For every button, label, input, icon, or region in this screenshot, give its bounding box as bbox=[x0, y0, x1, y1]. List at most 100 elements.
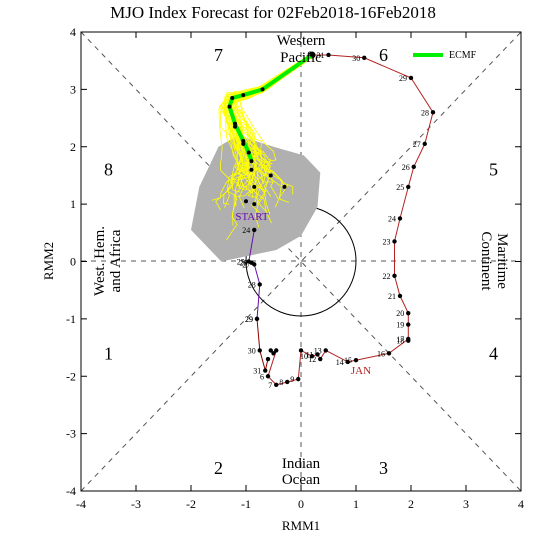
ensemble-mean-point bbox=[246, 150, 251, 155]
x-tick-label: 2 bbox=[408, 497, 414, 511]
start-label: START bbox=[235, 211, 269, 223]
observed-jan-day-label: 28 bbox=[421, 108, 429, 117]
forecast-point bbox=[252, 184, 257, 189]
observed-dec-day-label: 29 bbox=[245, 315, 253, 324]
observed-jan-point bbox=[318, 356, 323, 362]
observed-jan-day-label: 30 bbox=[352, 54, 360, 63]
y-tick-label: -4 bbox=[66, 484, 76, 498]
x-tick-label: 0 bbox=[298, 497, 304, 511]
observed-jan-day-label: 10 bbox=[300, 352, 308, 361]
ensemble-mean-point bbox=[230, 95, 235, 100]
observed-dec-day-label: 30 bbox=[248, 346, 256, 355]
forecast-point bbox=[268, 173, 273, 178]
phase-number: 1 bbox=[104, 343, 113, 363]
y-tick-label: 4 bbox=[70, 25, 76, 39]
observed-jan-point bbox=[323, 348, 328, 353]
ensemble-mean-point bbox=[241, 93, 246, 98]
observed-jan-point bbox=[315, 352, 320, 357]
y-tick-label: 1 bbox=[70, 197, 76, 211]
observed-jan-day-label: 6 bbox=[260, 372, 264, 381]
observed-jan-point bbox=[408, 75, 414, 81]
observed-jan-point bbox=[326, 52, 331, 58]
observed-jan-day-label: 21 bbox=[388, 292, 396, 301]
observed-jan-day-label: 8 bbox=[279, 378, 283, 387]
observed-jan-point bbox=[411, 164, 416, 170]
region-left-line1: West. Hem. bbox=[92, 226, 108, 296]
phase-number: 6 bbox=[379, 45, 388, 65]
observed-feb-day-label: 26 bbox=[240, 259, 248, 268]
observed-jan-point bbox=[265, 374, 271, 379]
observed-jan-point bbox=[274, 348, 279, 353]
chart-title: MJO Index Forecast for 02Feb2018-16Feb20… bbox=[110, 3, 436, 22]
observed-dec-day-label: 31 bbox=[253, 367, 261, 376]
observed-jan-point bbox=[392, 273, 397, 279]
observed-jan-day-label: 23 bbox=[383, 237, 391, 246]
observed-jan-point bbox=[397, 216, 403, 221]
region-right-line1: Maritime bbox=[494, 233, 510, 289]
y-tick-label: -1 bbox=[66, 312, 76, 326]
observed-jan-point bbox=[397, 293, 403, 299]
x-tick-label: -3 bbox=[131, 497, 141, 511]
plot-border bbox=[80, 31, 522, 492]
region-top-line2: Pacific bbox=[280, 50, 322, 66]
observed-jan-day-label: 29 bbox=[399, 74, 407, 83]
region-labels: Western Pacific Indian Ocean West. Hem. … bbox=[92, 33, 510, 488]
ensemble-mean-point bbox=[241, 139, 246, 144]
observed-jan-day-label: 31 bbox=[317, 51, 325, 60]
y-tick-label: 0 bbox=[70, 255, 76, 269]
forecast-point bbox=[241, 141, 246, 146]
observed-jan-point bbox=[386, 351, 392, 356]
observed-jan-point bbox=[406, 338, 411, 343]
observed-jan-point bbox=[271, 351, 276, 356]
observed-jan-point bbox=[422, 141, 427, 147]
observed-feb-point bbox=[254, 316, 260, 322]
observed-jan-day-label: 26 bbox=[402, 163, 410, 172]
observed-jan-day-label: 27 bbox=[413, 140, 421, 149]
forecast-point bbox=[252, 202, 257, 207]
y-tick-label: -2 bbox=[66, 369, 76, 383]
observed-jan-point bbox=[298, 348, 304, 353]
month-label: JAN bbox=[351, 365, 371, 377]
ensemble-mean-point bbox=[260, 87, 265, 92]
phase-number: 8 bbox=[104, 160, 113, 180]
observed-jan-point bbox=[430, 110, 436, 115]
observed-jan-day-label: 15 bbox=[344, 356, 352, 365]
phase-number: 7 bbox=[214, 45, 223, 65]
region-top-line1: Western bbox=[277, 33, 326, 49]
observed-jan-day-label: 9 bbox=[290, 375, 294, 384]
observed-jan-day-label: 13 bbox=[314, 346, 322, 355]
observed-jan-day-label: 11 bbox=[306, 350, 314, 359]
y-axis-label: RMM2 bbox=[41, 242, 56, 280]
ensemble-mean-point bbox=[249, 159, 254, 164]
ensemble-member-line bbox=[231, 53, 314, 224]
x-tick-label: -4 bbox=[76, 497, 86, 511]
observed-dec-point bbox=[263, 368, 268, 373]
x-tick-label: 1 bbox=[353, 497, 359, 511]
observed-jan-point bbox=[406, 310, 411, 316]
observed-jan-point bbox=[406, 322, 411, 327]
observed-dec-point bbox=[265, 356, 271, 362]
observed-jan-point bbox=[309, 353, 315, 359]
observed-feb-day-label: 28 bbox=[248, 280, 256, 289]
forecast-point bbox=[244, 199, 248, 204]
phase-number: 4 bbox=[489, 343, 498, 363]
observed-jan-day-label: 24 bbox=[388, 214, 396, 223]
observed-jan-day-label: 16 bbox=[377, 349, 385, 358]
observed-jan-day-label: 20 bbox=[396, 309, 404, 318]
observed-dec-point bbox=[257, 348, 262, 353]
observed-dec-line bbox=[256, 318, 269, 371]
observed-jan-point bbox=[274, 382, 279, 388]
observed-jan-day-label: 17 bbox=[396, 335, 404, 344]
legend-label-ecmf: ECMF bbox=[449, 50, 477, 61]
observed-jan-point bbox=[362, 55, 367, 61]
observed-feb-point bbox=[252, 227, 257, 233]
observed-jan-day-label: 22 bbox=[383, 272, 391, 281]
observed-jan-point bbox=[296, 376, 301, 382]
phase-number: 5 bbox=[489, 160, 498, 180]
observed-jan-day-label: 7 bbox=[268, 381, 272, 390]
x-tick-label: 3 bbox=[463, 497, 469, 511]
observed-jan-point bbox=[353, 357, 359, 363]
observed-feb-day-label: 27 bbox=[242, 260, 250, 269]
